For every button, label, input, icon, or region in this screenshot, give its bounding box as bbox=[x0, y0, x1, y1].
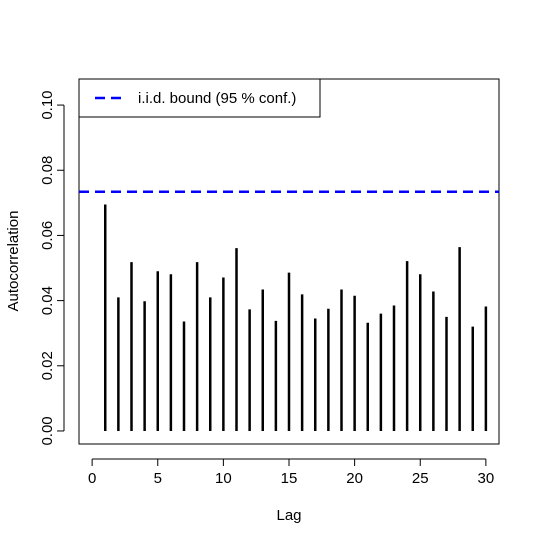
x-tick-label: 25 bbox=[412, 470, 429, 487]
x-tick-label: 15 bbox=[281, 470, 298, 487]
legend: i.i.d. bound (95 % conf.) bbox=[78, 78, 321, 118]
y-tick-label: 0.00 bbox=[39, 416, 56, 445]
y-tick-label: 0.04 bbox=[39, 286, 56, 315]
y-tick-label: 0.02 bbox=[39, 351, 56, 380]
x-tick-label: 5 bbox=[154, 470, 162, 487]
x-tick-label: 10 bbox=[215, 470, 232, 487]
x-tick-label: 0 bbox=[88, 470, 96, 487]
x-tick-label: 20 bbox=[346, 470, 363, 487]
y-axis: 0.00 0.02 0.04 0.06 0.08 0.10 bbox=[39, 90, 65, 446]
y-tick-label: 0.08 bbox=[39, 156, 56, 185]
x-tick-label: 30 bbox=[478, 470, 495, 487]
x-axis: 0 5 10 15 20 25 30 bbox=[88, 458, 495, 487]
legend-label: i.i.d. bound (95 % conf.) bbox=[138, 90, 296, 107]
x-axis-label: Lag bbox=[276, 507, 301, 524]
bars-group bbox=[104, 204, 488, 431]
y-tick-label: 0.06 bbox=[39, 221, 56, 250]
y-axis-label: Autocorrelation bbox=[5, 211, 22, 312]
y-tick-label: 0.10 bbox=[39, 90, 56, 119]
